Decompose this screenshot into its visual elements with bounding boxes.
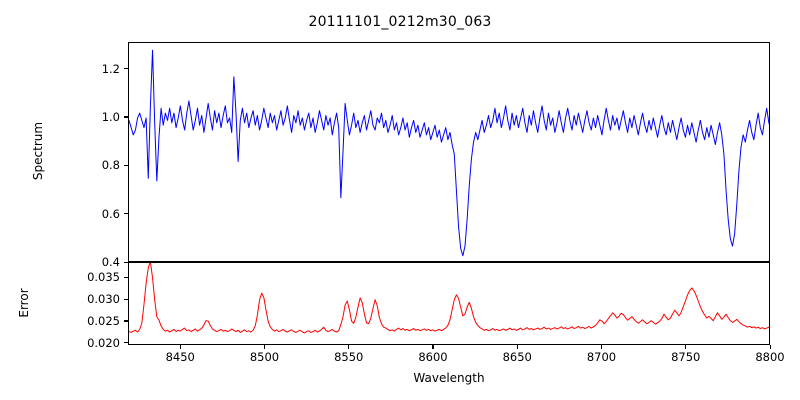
y-tick-label-spectrum-1.0: 1.0 [101,109,120,124]
spectrum-line-series [129,49,769,257]
x-tick-label-8500: 8500 [249,350,280,364]
y-tick-label-error-0.035: 0.035 [87,270,120,285]
y-tick-label-error-0.020: 0.020 [87,335,120,350]
x-tick-mark-8450 [179,345,181,349]
y-tick-label-spectrum-0.6: 0.6 [101,206,120,221]
x-tick-label-8450: 8450 [165,350,195,364]
x-tick-mark-8550 [348,345,350,349]
y-tick-mark-spectrum-1.0 [124,116,128,118]
x-tick-label-8700: 8700 [586,350,617,364]
error-plot-area [128,262,770,345]
x-tick-label-8800: 8800 [755,350,785,364]
x-tick-mark-8700 [600,345,603,349]
y-tick-mark-spectrum-0.4 [124,261,128,263]
error-panel-polyline [129,263,769,334]
x-tick-label-8650: 8650 [502,350,532,364]
y-tick-label-spectrum-0.8: 0.8 [101,158,120,173]
y-tick-mark-error-0.025 [124,320,128,322]
x-axis-label: Wavelength [413,371,485,385]
y-tick-mark-spectrum-1.2 [124,68,128,70]
y-tick-mark-spectrum-0.8 [124,164,128,166]
x-tick-label-8750: 8750 [671,350,701,364]
y-tick-label-error-0.025: 0.025 [87,313,120,328]
x-tick-label-8550: 8550 [334,350,364,364]
y-tick-label-spectrum-1.2: 1.2 [101,61,120,76]
y-tick-label-spectrum-0.4: 0.4 [101,255,120,269]
y-axis-label-error: Error [17,288,31,318]
spectrum-panel-polyline [129,49,769,257]
x-tick-mark-8650 [516,345,518,349]
y-tick-mark-spectrum-0.6 [124,213,128,215]
page-title: 20111101_0212m30_063 [308,14,492,30]
y-tick-label-error-0.030: 0.030 [87,292,120,307]
y-tick-mark-error-0.035 [124,276,128,278]
x-tick-mark-8800 [769,345,771,349]
x-tick-label-8600: 8600 [418,350,448,364]
x-tick-mark-8750 [685,345,687,349]
x-tick-mark-8600 [432,345,434,349]
error-line-series [129,263,769,334]
spectrum-plot-area [128,42,770,262]
x-tick-mark-8500 [263,345,266,349]
y-axis-label-spectrum: Spectrum [31,121,45,181]
y-tick-mark-error-0.030 [124,298,128,300]
y-tick-mark-error-0.020 [124,342,128,344]
